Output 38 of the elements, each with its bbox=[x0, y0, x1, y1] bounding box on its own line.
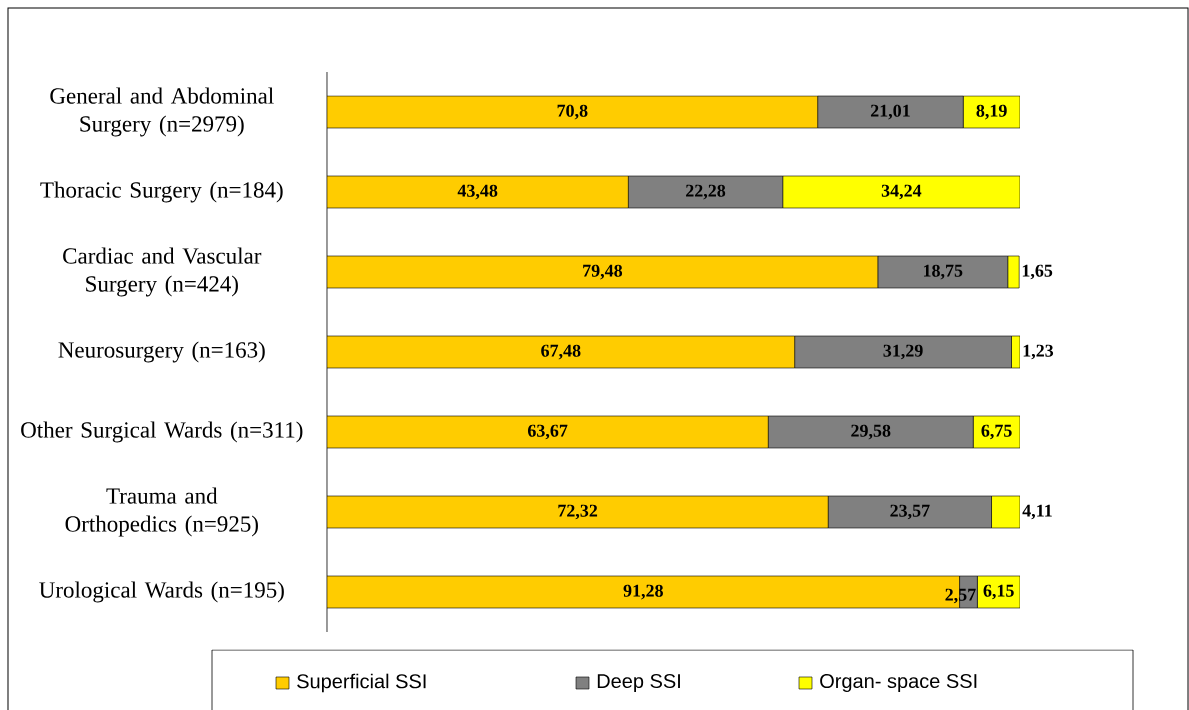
data-label: 1,23 bbox=[1023, 344, 1054, 360]
bar bbox=[327, 175, 629, 209]
data-label: 4,11 bbox=[1022, 504, 1052, 520]
bar bbox=[782, 175, 1020, 209]
data-label: 18,75 bbox=[923, 264, 963, 280]
data-label: 6,75 bbox=[981, 424, 1012, 440]
data-label: 6,15 bbox=[983, 584, 1014, 600]
bar bbox=[327, 335, 795, 369]
legend-label: Deep SSI bbox=[597, 673, 680, 693]
data-label: 43,48 bbox=[457, 184, 498, 200]
data-label: 21,01 bbox=[870, 104, 910, 120]
bar bbox=[327, 415, 769, 449]
data-label: 22,28 bbox=[686, 184, 726, 200]
data-label: 34,24 bbox=[881, 184, 922, 200]
data-label: 91,28 bbox=[623, 584, 663, 600]
data-label: 70,8 bbox=[557, 104, 588, 120]
legend-label: Organ- space SSI bbox=[820, 673, 977, 693]
data-label: 67,48 bbox=[541, 344, 581, 360]
y-tick-label: General and Abdominal Surgery (n=2979) bbox=[50, 87, 274, 137]
y-tick-label: Neurosurgery (n=163) bbox=[58, 341, 265, 363]
bar bbox=[1007, 255, 1020, 289]
y-tick-label: Thoracic Surgery (n=184) bbox=[40, 181, 283, 203]
data-label: 72,32 bbox=[558, 504, 598, 520]
y-tick-label: Trauma and Orthopedics (n=925) bbox=[65, 487, 258, 537]
data-label: 29,58 bbox=[851, 424, 891, 440]
y-tick-label: Urological Wards (n=195) bbox=[39, 581, 284, 603]
bar bbox=[327, 495, 829, 529]
y-tick-label: Other Surgical Wards (n=311) bbox=[21, 421, 303, 443]
data-label: 23,57 bbox=[890, 504, 930, 520]
legend-label: Superficial SSI bbox=[297, 673, 426, 693]
bar bbox=[327, 95, 818, 129]
bar bbox=[327, 255, 879, 289]
data-label: 8,19 bbox=[976, 104, 1007, 120]
data-label: 79,48 bbox=[583, 264, 623, 280]
y-tick-label: Cardiac and Vascular Surgery (n=424) bbox=[63, 247, 262, 297]
data-label: 63,67 bbox=[527, 424, 568, 440]
data-label: 31,29 bbox=[883, 344, 923, 360]
data-label: 1,65 bbox=[1022, 264, 1053, 280]
